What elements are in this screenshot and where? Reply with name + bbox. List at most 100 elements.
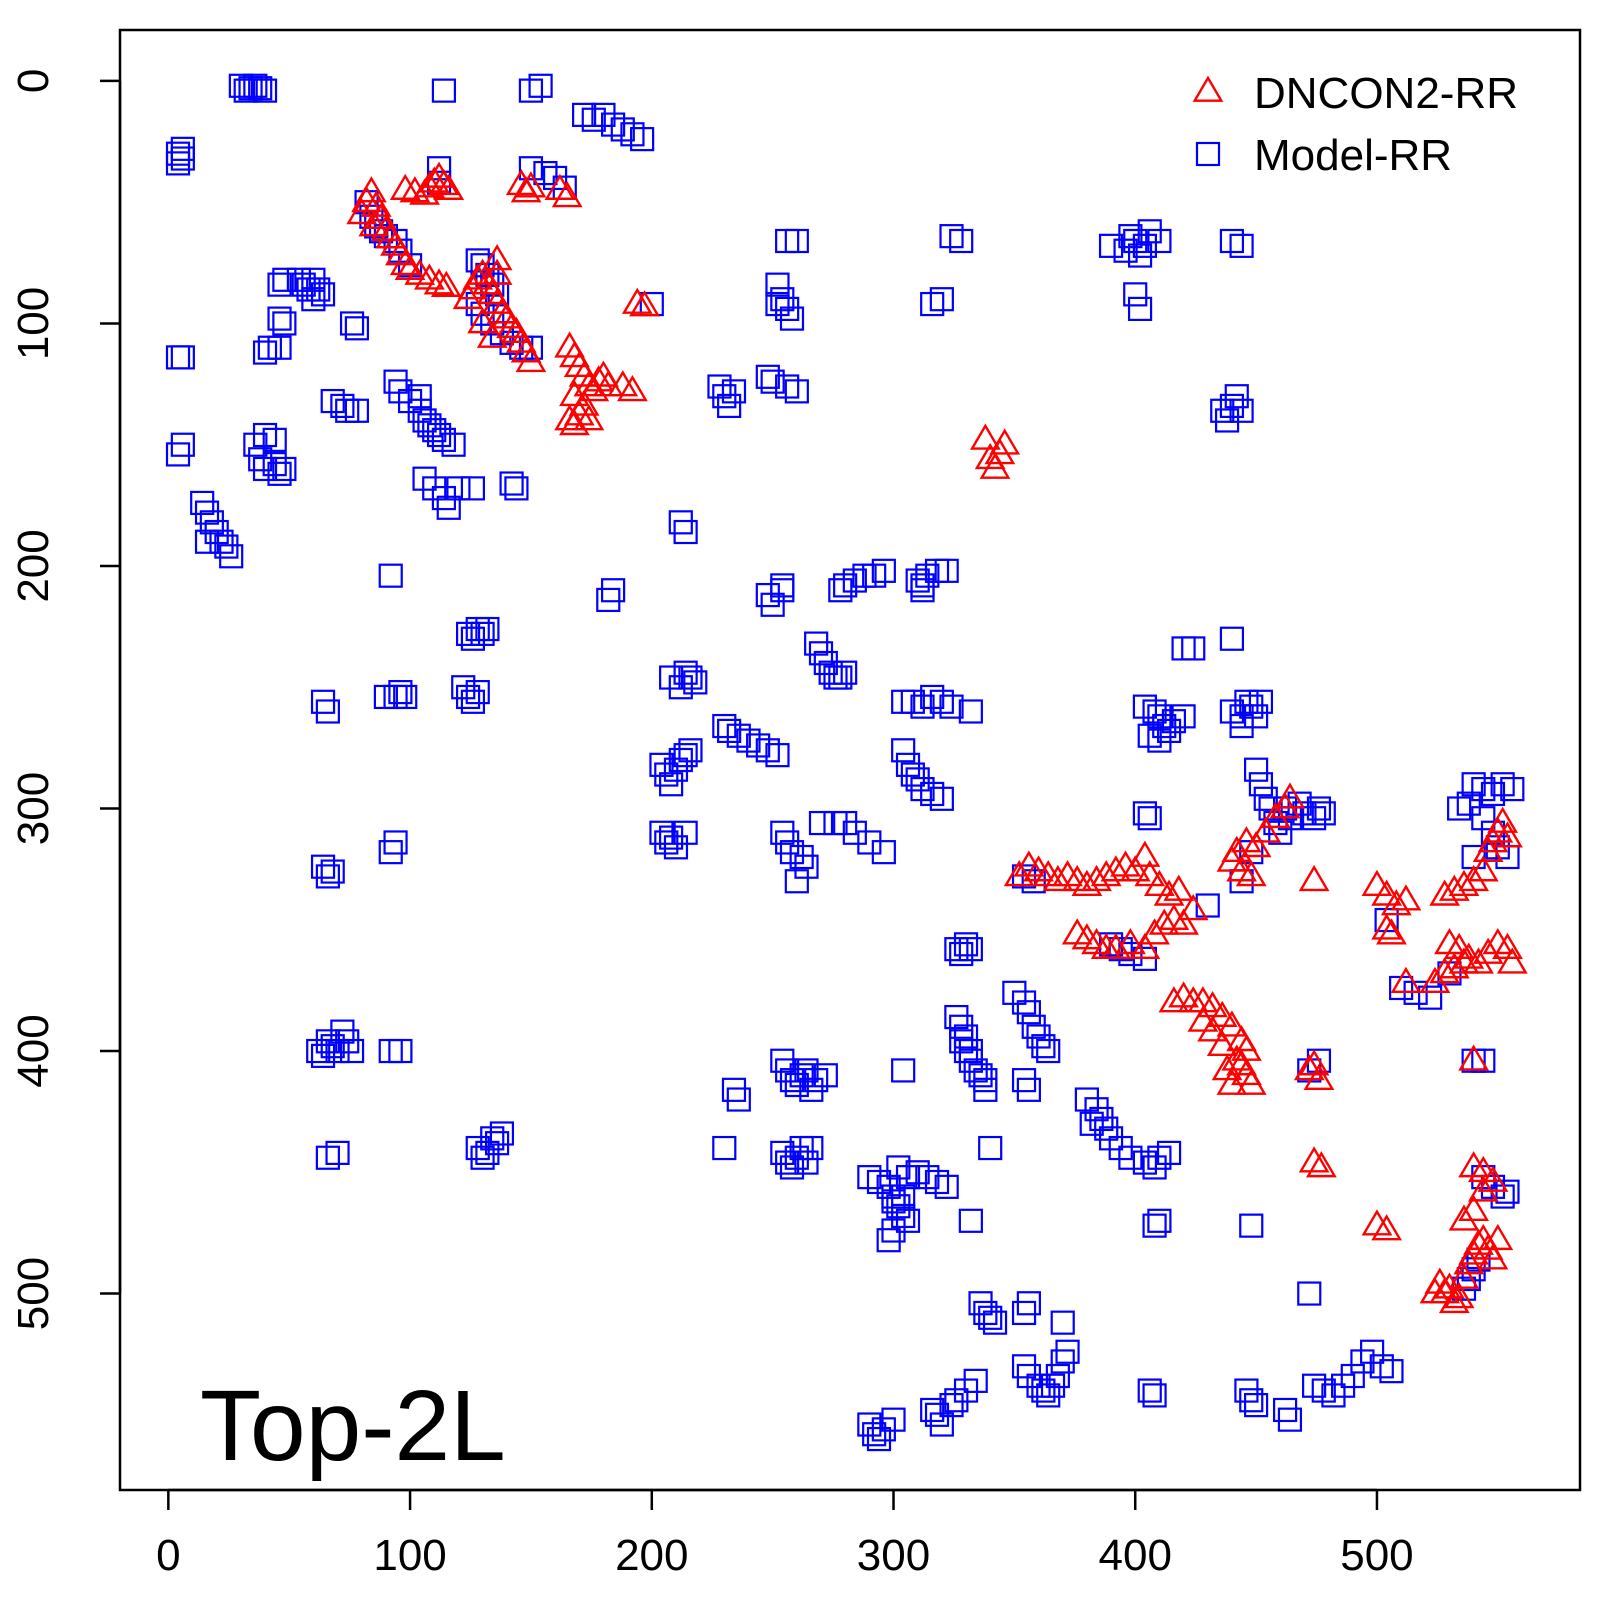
point-triangle <box>481 244 513 271</box>
point-triangle <box>1390 884 1422 911</box>
point-square <box>528 73 553 98</box>
x-tick-label: 200 <box>615 1531 688 1580</box>
point-square <box>1181 636 1206 661</box>
point-square <box>871 1417 896 1442</box>
point-square <box>1031 1034 1056 1059</box>
point-square <box>1297 1281 1322 1306</box>
point-square <box>601 112 626 137</box>
point-square <box>963 1058 988 1083</box>
point-square <box>1132 694 1158 719</box>
point-square <box>934 1174 959 1199</box>
point-square <box>1369 1354 1394 1379</box>
point-square <box>779 1155 805 1180</box>
point-square <box>1026 1024 1051 1049</box>
series-model-rr <box>165 73 1525 1452</box>
point-square <box>1243 704 1269 729</box>
point-square <box>272 456 297 482</box>
point-square <box>842 820 867 845</box>
point-triangle <box>486 297 518 324</box>
point-square <box>799 1135 824 1161</box>
point-square <box>673 743 698 768</box>
point-square <box>257 335 282 360</box>
point-triangle <box>1148 908 1180 935</box>
point-square <box>1079 1111 1104 1136</box>
point-square <box>446 476 471 501</box>
point-triangle <box>1168 908 1199 935</box>
point-square <box>721 1077 747 1102</box>
point-triangle <box>481 258 513 285</box>
point-square <box>489 1121 515 1146</box>
point-square <box>455 684 481 710</box>
point-square <box>1471 777 1496 802</box>
point-square <box>804 631 829 656</box>
y-tick-label: 400 <box>9 1014 58 1087</box>
point-triangle <box>1221 1044 1253 1071</box>
point-square <box>775 374 800 399</box>
point-square <box>963 1368 988 1393</box>
point-square <box>378 1038 403 1064</box>
point-square <box>378 840 403 865</box>
point-square <box>828 578 853 603</box>
point-square <box>1127 296 1153 322</box>
point-square <box>915 563 940 588</box>
point-square <box>920 684 945 710</box>
point-square <box>1243 757 1269 782</box>
point-square <box>306 1038 331 1064</box>
point-square <box>891 1203 916 1229</box>
point-square <box>1016 1291 1041 1316</box>
point-square <box>310 689 336 714</box>
point-square <box>1152 713 1177 739</box>
point-square <box>465 679 490 705</box>
point-square <box>770 1140 795 1165</box>
point-square <box>1156 1140 1182 1165</box>
point-square <box>905 767 930 792</box>
point-square <box>630 127 655 152</box>
point-square <box>1490 772 1515 797</box>
point-square <box>833 573 858 598</box>
point-triangle <box>1100 855 1132 882</box>
point-square <box>746 733 771 758</box>
point-triangle <box>573 404 605 431</box>
point-square <box>344 316 369 341</box>
point-square <box>335 1029 360 1054</box>
point-square <box>170 432 195 457</box>
point-square <box>1084 1097 1109 1122</box>
point-triangle <box>1003 860 1035 887</box>
point-square <box>465 616 490 642</box>
point-square <box>170 136 195 161</box>
point-square <box>673 820 698 845</box>
point-square <box>1306 796 1332 821</box>
point-square <box>542 165 568 191</box>
point-square <box>1272 1397 1298 1423</box>
point-square <box>504 476 529 501</box>
point-square <box>306 277 331 302</box>
x-axis: 0 100 200 300 400 500 <box>156 1488 1414 1580</box>
point-square <box>857 830 882 855</box>
chart-annotation: Top-2L <box>200 1370 506 1482</box>
point-triangle <box>358 210 390 237</box>
point-square <box>895 752 921 777</box>
point-square <box>1074 1087 1099 1112</box>
point-square <box>712 713 737 739</box>
point-square <box>1219 699 1245 724</box>
point-triangle <box>1206 1029 1238 1057</box>
point-square <box>1229 398 1254 423</box>
point-square <box>252 422 278 448</box>
point-square <box>668 510 693 535</box>
point-square <box>958 1208 983 1233</box>
point-square <box>475 616 500 642</box>
legend-marker-triangle <box>1192 75 1224 102</box>
point-square <box>881 1407 906 1432</box>
point-square <box>958 1038 983 1064</box>
point-square <box>678 738 703 763</box>
point-square <box>581 107 606 132</box>
point-square <box>944 1004 969 1030</box>
point-square <box>779 306 805 331</box>
point-square <box>789 844 814 870</box>
point-square <box>1321 1383 1346 1408</box>
point-triangle <box>1163 874 1195 901</box>
point-square <box>939 694 964 719</box>
point-triangle <box>1448 1204 1480 1231</box>
point-triangle <box>1448 869 1480 896</box>
point-square <box>1016 1000 1041 1025</box>
